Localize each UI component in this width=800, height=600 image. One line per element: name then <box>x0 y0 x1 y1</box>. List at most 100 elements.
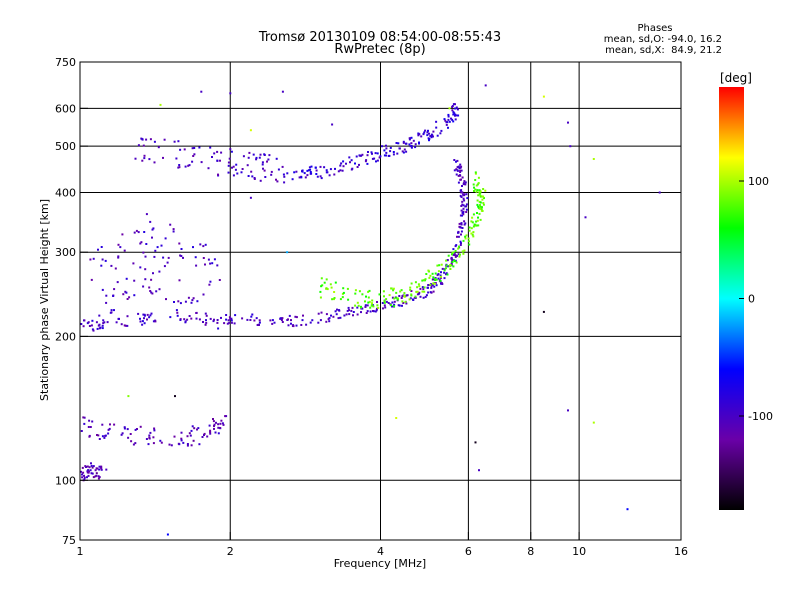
data-point <box>626 508 629 511</box>
data-point <box>416 286 419 289</box>
data-point <box>446 259 449 261</box>
data-point <box>426 131 429 134</box>
data-point <box>337 170 340 173</box>
data-point <box>387 154 390 157</box>
data-point <box>465 205 468 208</box>
data-point <box>253 177 256 179</box>
data-point <box>471 221 474 224</box>
data-point <box>461 203 464 206</box>
data-point <box>396 297 399 300</box>
data-point <box>180 248 183 250</box>
data-point <box>584 216 587 219</box>
x-axis-ticks: 1 2 4 6 8 10 16 <box>77 532 688 558</box>
data-point <box>400 289 403 292</box>
data-point <box>358 163 360 166</box>
data-point <box>270 170 273 173</box>
data-point <box>101 288 104 291</box>
data-point <box>476 219 479 222</box>
data-point <box>446 265 449 268</box>
data-point <box>384 306 387 309</box>
data-point <box>464 183 467 186</box>
data-point <box>427 269 430 272</box>
data-point <box>104 434 107 437</box>
data-point <box>330 286 333 289</box>
data-point <box>356 306 359 309</box>
data-point <box>159 103 162 106</box>
data-point <box>450 117 452 120</box>
data-point <box>370 304 373 307</box>
data-point <box>405 150 408 153</box>
data-point <box>569 145 572 148</box>
data-point <box>413 296 416 299</box>
data-point <box>205 314 208 317</box>
data-point <box>349 161 351 164</box>
data-point <box>479 218 482 221</box>
data-point <box>142 144 145 147</box>
data-point <box>307 169 310 172</box>
data-point <box>381 145 383 148</box>
data-point <box>439 274 442 277</box>
data-point <box>393 303 396 306</box>
data-point <box>236 172 239 175</box>
data-point <box>567 409 569 412</box>
data-point <box>216 319 219 321</box>
data-point <box>216 150 219 153</box>
data-point <box>81 476 84 479</box>
data-point <box>396 152 399 155</box>
data-point <box>132 262 135 265</box>
data-point <box>102 319 105 322</box>
data-point <box>127 436 130 439</box>
data-point <box>98 314 101 317</box>
data-point <box>414 143 417 146</box>
data-point <box>333 297 336 299</box>
data-point <box>398 304 401 307</box>
data-point <box>371 152 373 155</box>
data-point <box>354 289 357 292</box>
data-point <box>87 469 90 472</box>
data-point <box>458 222 461 225</box>
data-point <box>180 439 183 442</box>
data-point <box>257 323 260 326</box>
data-point <box>169 223 172 226</box>
data-point <box>444 119 447 122</box>
data-point <box>308 166 311 169</box>
data-point <box>451 259 454 262</box>
data-point <box>358 290 361 293</box>
data-point <box>464 222 467 225</box>
data-point <box>83 476 86 479</box>
data-point <box>432 276 435 279</box>
data-point <box>360 311 362 314</box>
data-point <box>465 211 468 213</box>
data-point <box>304 176 307 179</box>
data-point <box>86 322 89 325</box>
data-point <box>452 111 455 114</box>
data-point <box>189 434 192 437</box>
phases-line-x: mean, sd,X: 84.9, 21.2 <box>605 45 722 56</box>
data-point <box>426 134 429 137</box>
data-point <box>121 233 124 236</box>
data-point <box>350 159 353 162</box>
data-point <box>334 167 336 170</box>
data-point <box>95 472 98 475</box>
x-tick-label: 2 <box>227 545 234 558</box>
data-point <box>461 214 463 217</box>
data-point <box>460 230 463 233</box>
data-point <box>458 245 460 248</box>
data-point <box>434 272 437 275</box>
data-point <box>482 202 485 204</box>
data-point <box>424 295 427 298</box>
data-point <box>107 432 110 435</box>
data-point <box>448 120 451 123</box>
data-point <box>382 290 385 293</box>
data-point <box>367 301 370 304</box>
data-point <box>147 443 150 446</box>
data-point <box>342 165 345 168</box>
data-point <box>457 230 460 233</box>
data-point <box>88 470 90 473</box>
data-point <box>286 172 289 175</box>
data-point <box>216 159 219 162</box>
data-point <box>88 325 91 327</box>
data-point <box>402 151 405 154</box>
data-point <box>423 131 426 134</box>
data-point <box>461 200 464 203</box>
